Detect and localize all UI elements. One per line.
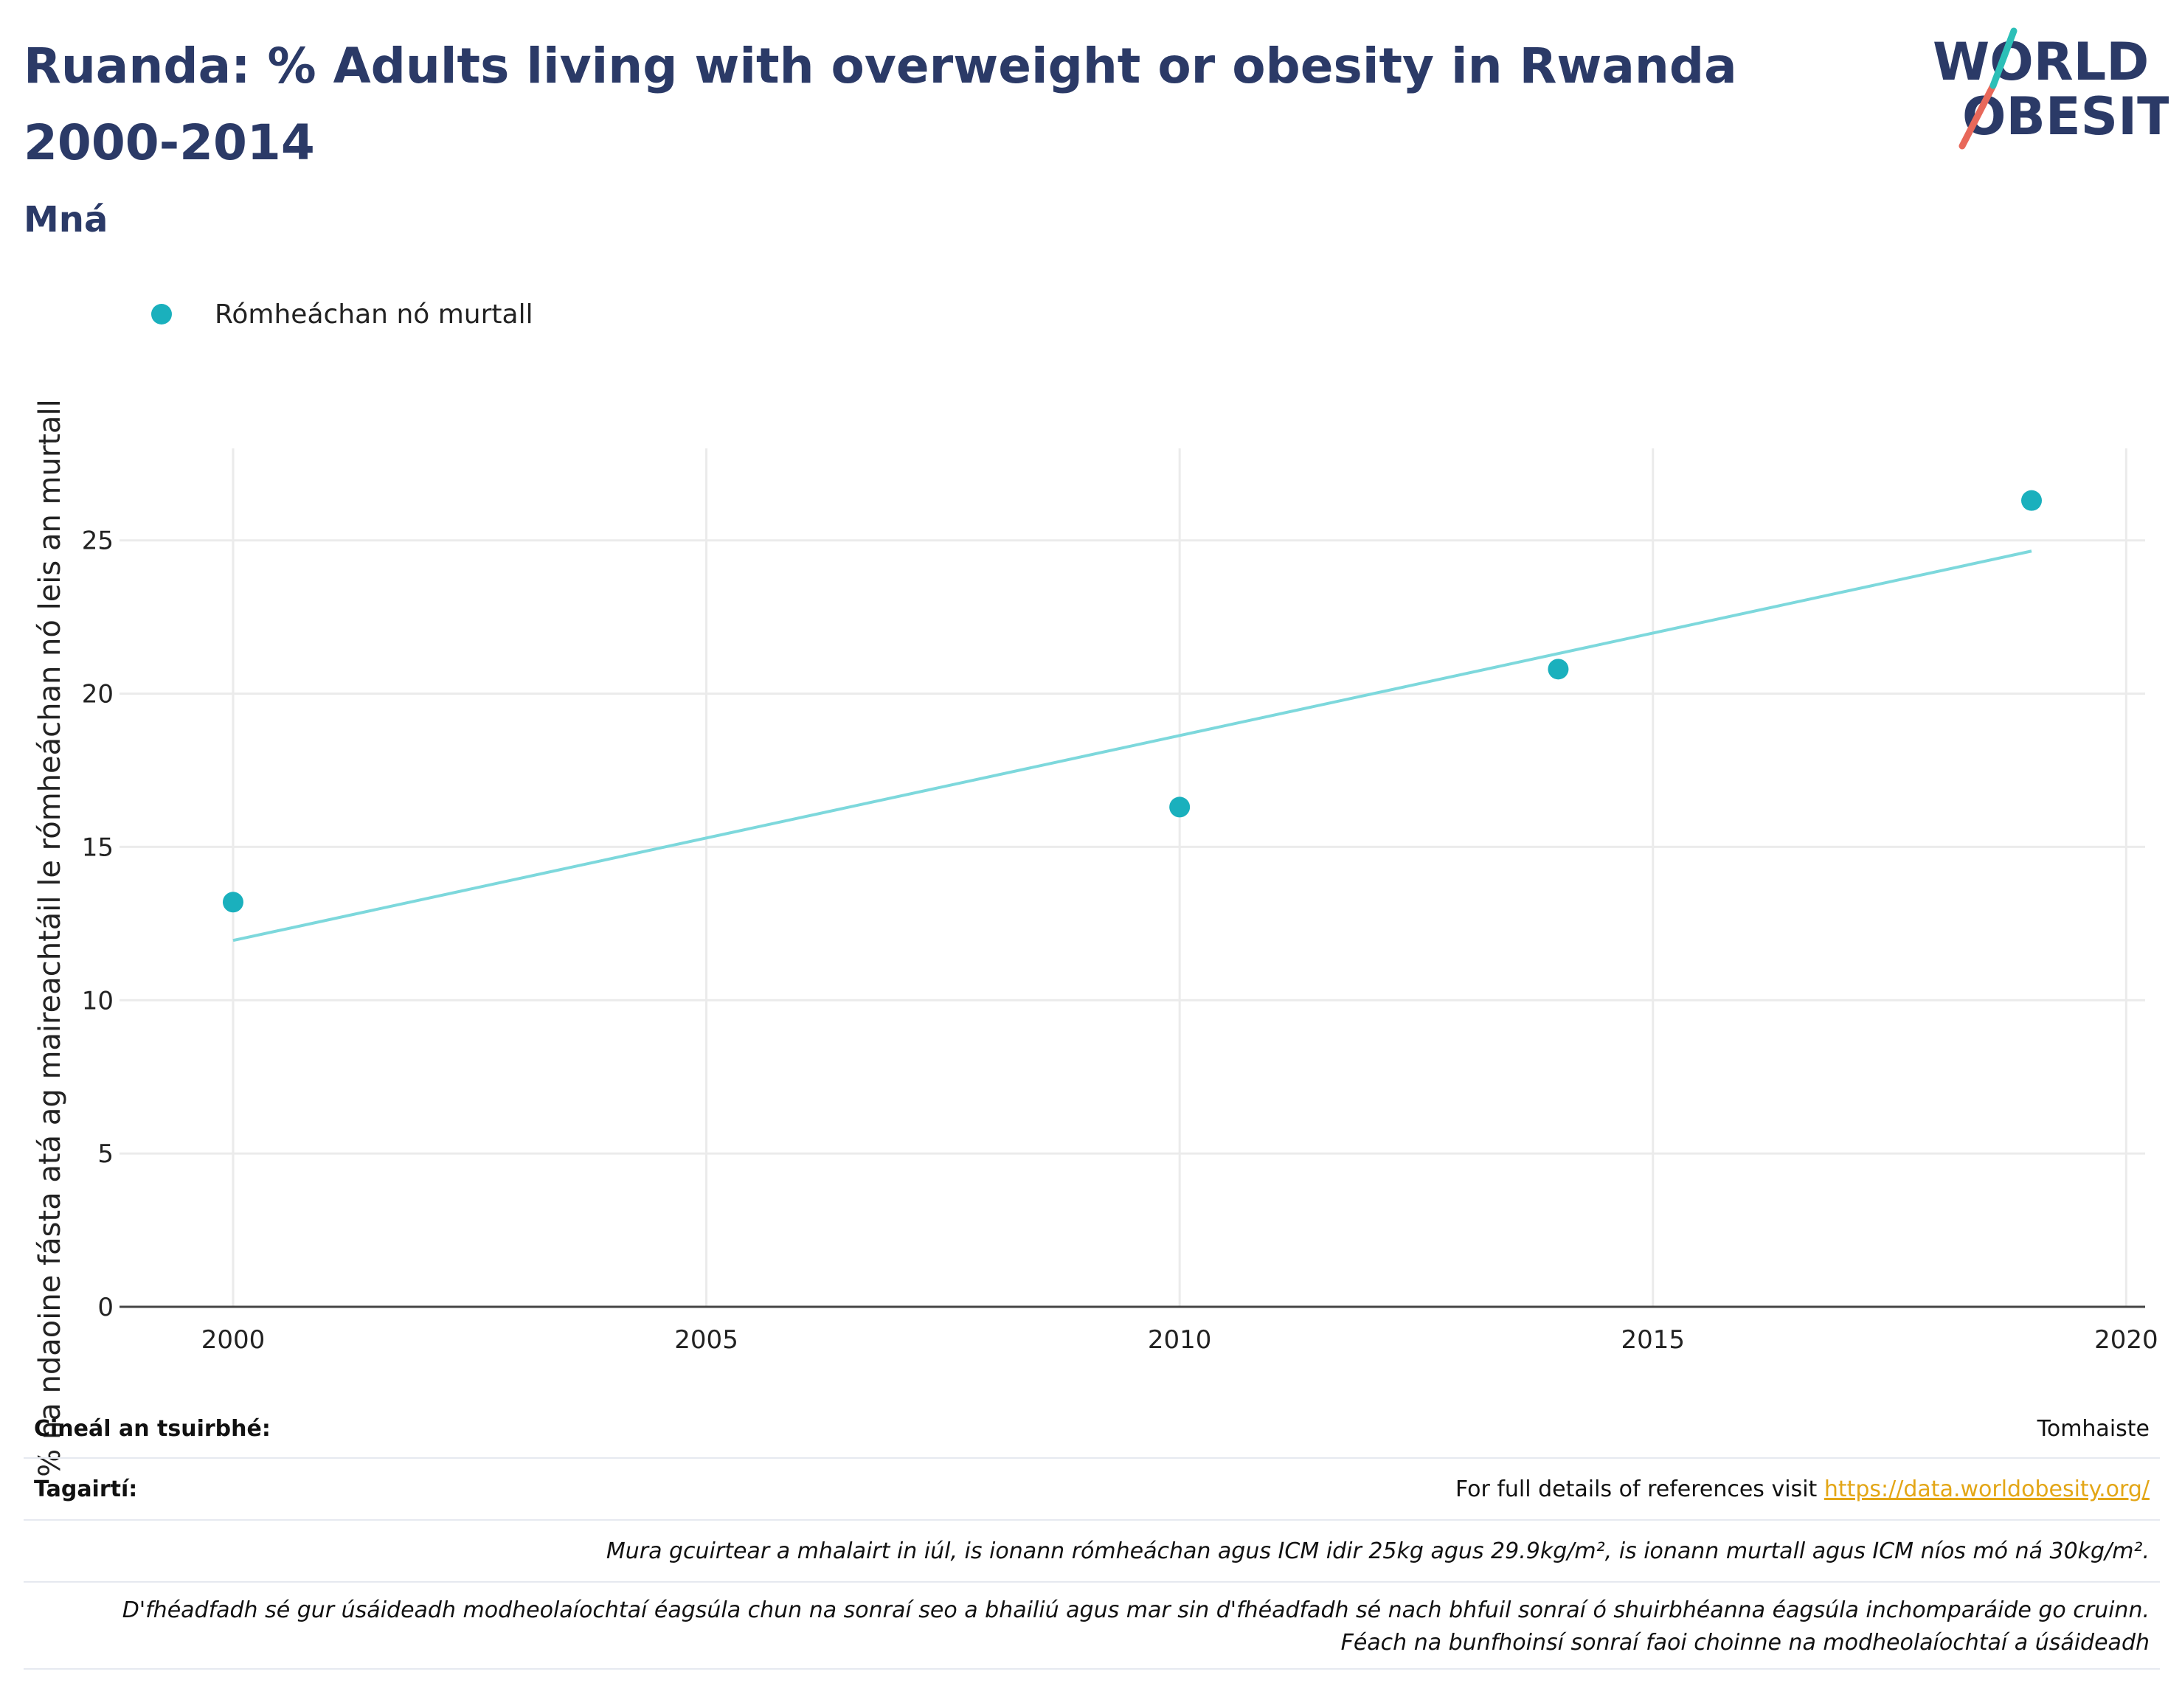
chart-title: Ruanda: % Adults living with overweight …	[24, 38, 1737, 171]
footer-row-note2	[24, 1583, 2160, 1670]
footer-row-references: Tagairtí: For full details of references…	[24, 1459, 2160, 1521]
survey-type-value: Tomhaiste	[2037, 1416, 2150, 1442]
world-obesity-logo: WORLD OBESITY	[1933, 27, 2169, 150]
y-tick-label: 15	[82, 833, 114, 862]
x-tick-label: 2015	[1621, 1325, 1685, 1355]
methodology-note-line2: Féach na bunfhoinsí sonraí faoi choinne …	[1340, 1630, 2150, 1656]
references-value: For full details of references visit htt…	[1455, 1476, 2150, 1502]
logo-teal-slash	[1989, 27, 2018, 89]
survey-type-label: Cineál an tsuirbhé:	[34, 1416, 271, 1442]
x-tick-label: 2020	[2094, 1325, 2158, 1355]
x-tick-label: 2010	[1148, 1325, 1212, 1355]
footer-row-note1	[24, 1521, 2160, 1583]
references-label: Tagairtí:	[34, 1476, 138, 1502]
data-point	[2021, 490, 2043, 511]
logo-line1: WORLD	[1933, 32, 2149, 92]
trend-line	[232, 549, 2032, 942]
y-tick-label: 25	[82, 527, 114, 556]
legend-label: Rómheáchan nó murtall	[215, 299, 533, 330]
methodology-note-line1: D'fhéadfadh sé gur úsáideadh modheolaíoc…	[122, 1597, 2150, 1623]
legend[interactable]: Rómheáchan nó murtall	[151, 295, 533, 333]
references-link[interactable]: https://data.worldobesity.org/	[1823, 1476, 2150, 1502]
y-tick-label: 10	[82, 986, 114, 1016]
references-text: For full details of references visit	[1455, 1476, 1818, 1502]
x-tick-label: 2000	[201, 1325, 266, 1355]
data-point	[1548, 659, 1569, 680]
footer-row-survey-type: Cineál an tsuirbhé: Tomhaiste	[24, 1397, 2160, 1459]
data-point	[1169, 796, 1191, 818]
data-point	[222, 892, 243, 913]
chart-plot-area: 0 5 10 15 20 25 2000 2005 2010 2015 2020	[82, 448, 2158, 1355]
y-tick-label: 0	[97, 1293, 114, 1322]
y-tick-label: 20	[82, 680, 114, 709]
legend-marker	[151, 304, 172, 324]
bmi-definition-note: Mura gcuirtear a mhalairt in iúl, is ion…	[606, 1538, 2150, 1564]
chart-subtitle: Mná	[24, 199, 108, 240]
logo-red-slash	[1958, 82, 1997, 150]
x-tick-label: 2005	[674, 1325, 738, 1355]
logo-line2: OBESITY	[1962, 86, 2169, 147]
y-tick-label: 5	[97, 1139, 114, 1169]
